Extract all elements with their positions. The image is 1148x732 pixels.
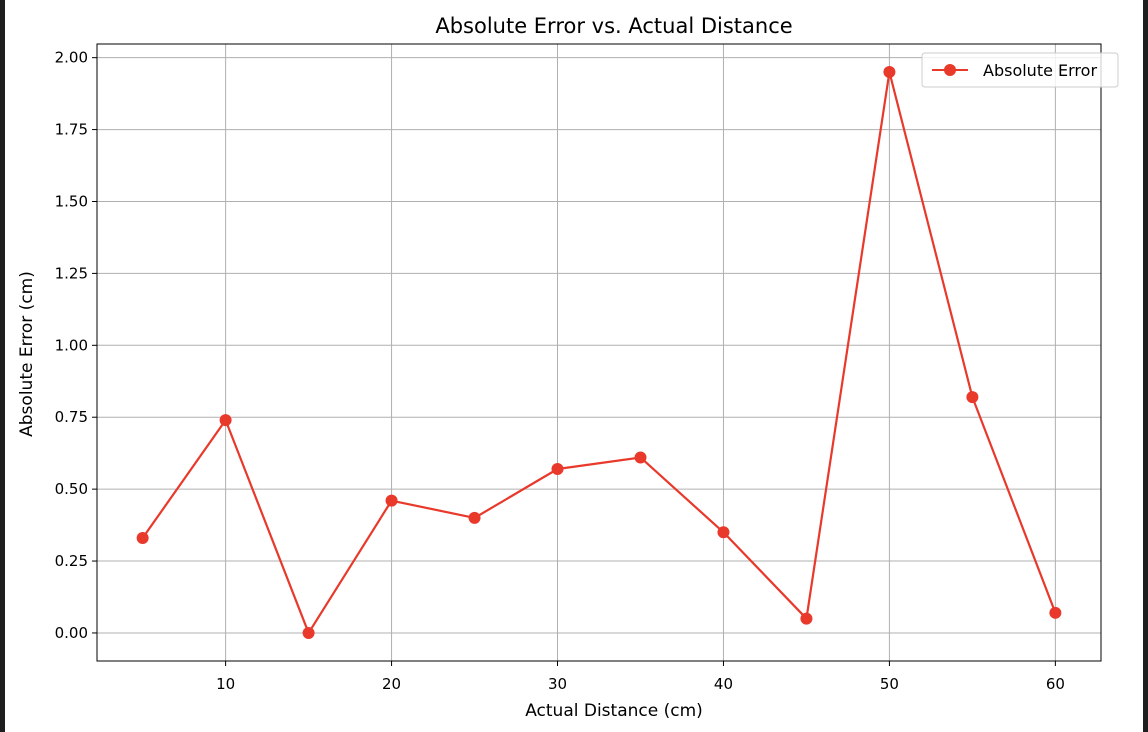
data-point: [302, 626, 315, 639]
x-axis-ticks: 10 20 30 40 50 60: [216, 661, 1065, 693]
data-point: [219, 414, 232, 427]
data-point: [468, 511, 481, 524]
y-tick-label: 1.00: [55, 336, 88, 354]
x-tick-label: 60: [1046, 675, 1065, 693]
data-point: [1049, 606, 1062, 619]
x-tick-label: 50: [880, 675, 899, 693]
legend-box: [921, 52, 1119, 88]
chart-figure: 10 20 30 40 50 60 0.00 0.25 0.50 0.75 1.00 1.25 1.5…: [5, 0, 1143, 732]
line-chart: 10 20 30 40 50 60 0.00 0.25 0.50 0.75 1.00 1.25 1.5…: [17, 14, 1119, 721]
data-point: [883, 66, 896, 79]
data-point: [800, 612, 813, 625]
y-tick-label: 1.25: [55, 264, 88, 282]
y-tick-label: 0.75: [55, 408, 88, 426]
legend-marker-swatch: [944, 64, 956, 76]
data-point: [385, 494, 398, 507]
series-line: [141, 70, 1057, 635]
plot-frame: [96, 43, 1102, 662]
y-tick-label: 1.50: [55, 192, 88, 210]
y-tick-label: 2.00: [55, 49, 88, 67]
plot-area-background: [97, 44, 1101, 661]
y-tick-label: 0.50: [55, 480, 88, 498]
x-tick-label: 20: [382, 675, 401, 693]
x-axis-label: Actual Distance (cm): [525, 701, 703, 721]
y-axis-ticks: 0.00 0.25 0.50 0.75 1.00 1.25 1.50 1.75 2.00: [55, 49, 97, 642]
legend-label: Absolute Error: [983, 61, 1097, 80]
y-tick-label: 1.75: [55, 121, 88, 139]
x-tick-label: 10: [216, 675, 235, 693]
y-tick-label: 0.25: [55, 552, 88, 570]
y-axis-label: Absolute Error (cm): [17, 271, 37, 437]
data-point: [551, 462, 564, 475]
chart-title: Absolute Error vs. Actual Distance: [435, 14, 792, 38]
y-tick-label: 0.00: [55, 624, 88, 642]
legend: Absolute Error: [921, 52, 1119, 88]
series-group: [136, 66, 1062, 639]
x-tick-label: 30: [548, 675, 567, 693]
data-point: [717, 526, 730, 539]
data-point: [966, 391, 979, 404]
data-point: [136, 532, 149, 545]
grid-lines: [97, 44, 1101, 661]
x-tick-label: 40: [714, 675, 733, 693]
data-point: [634, 451, 647, 464]
